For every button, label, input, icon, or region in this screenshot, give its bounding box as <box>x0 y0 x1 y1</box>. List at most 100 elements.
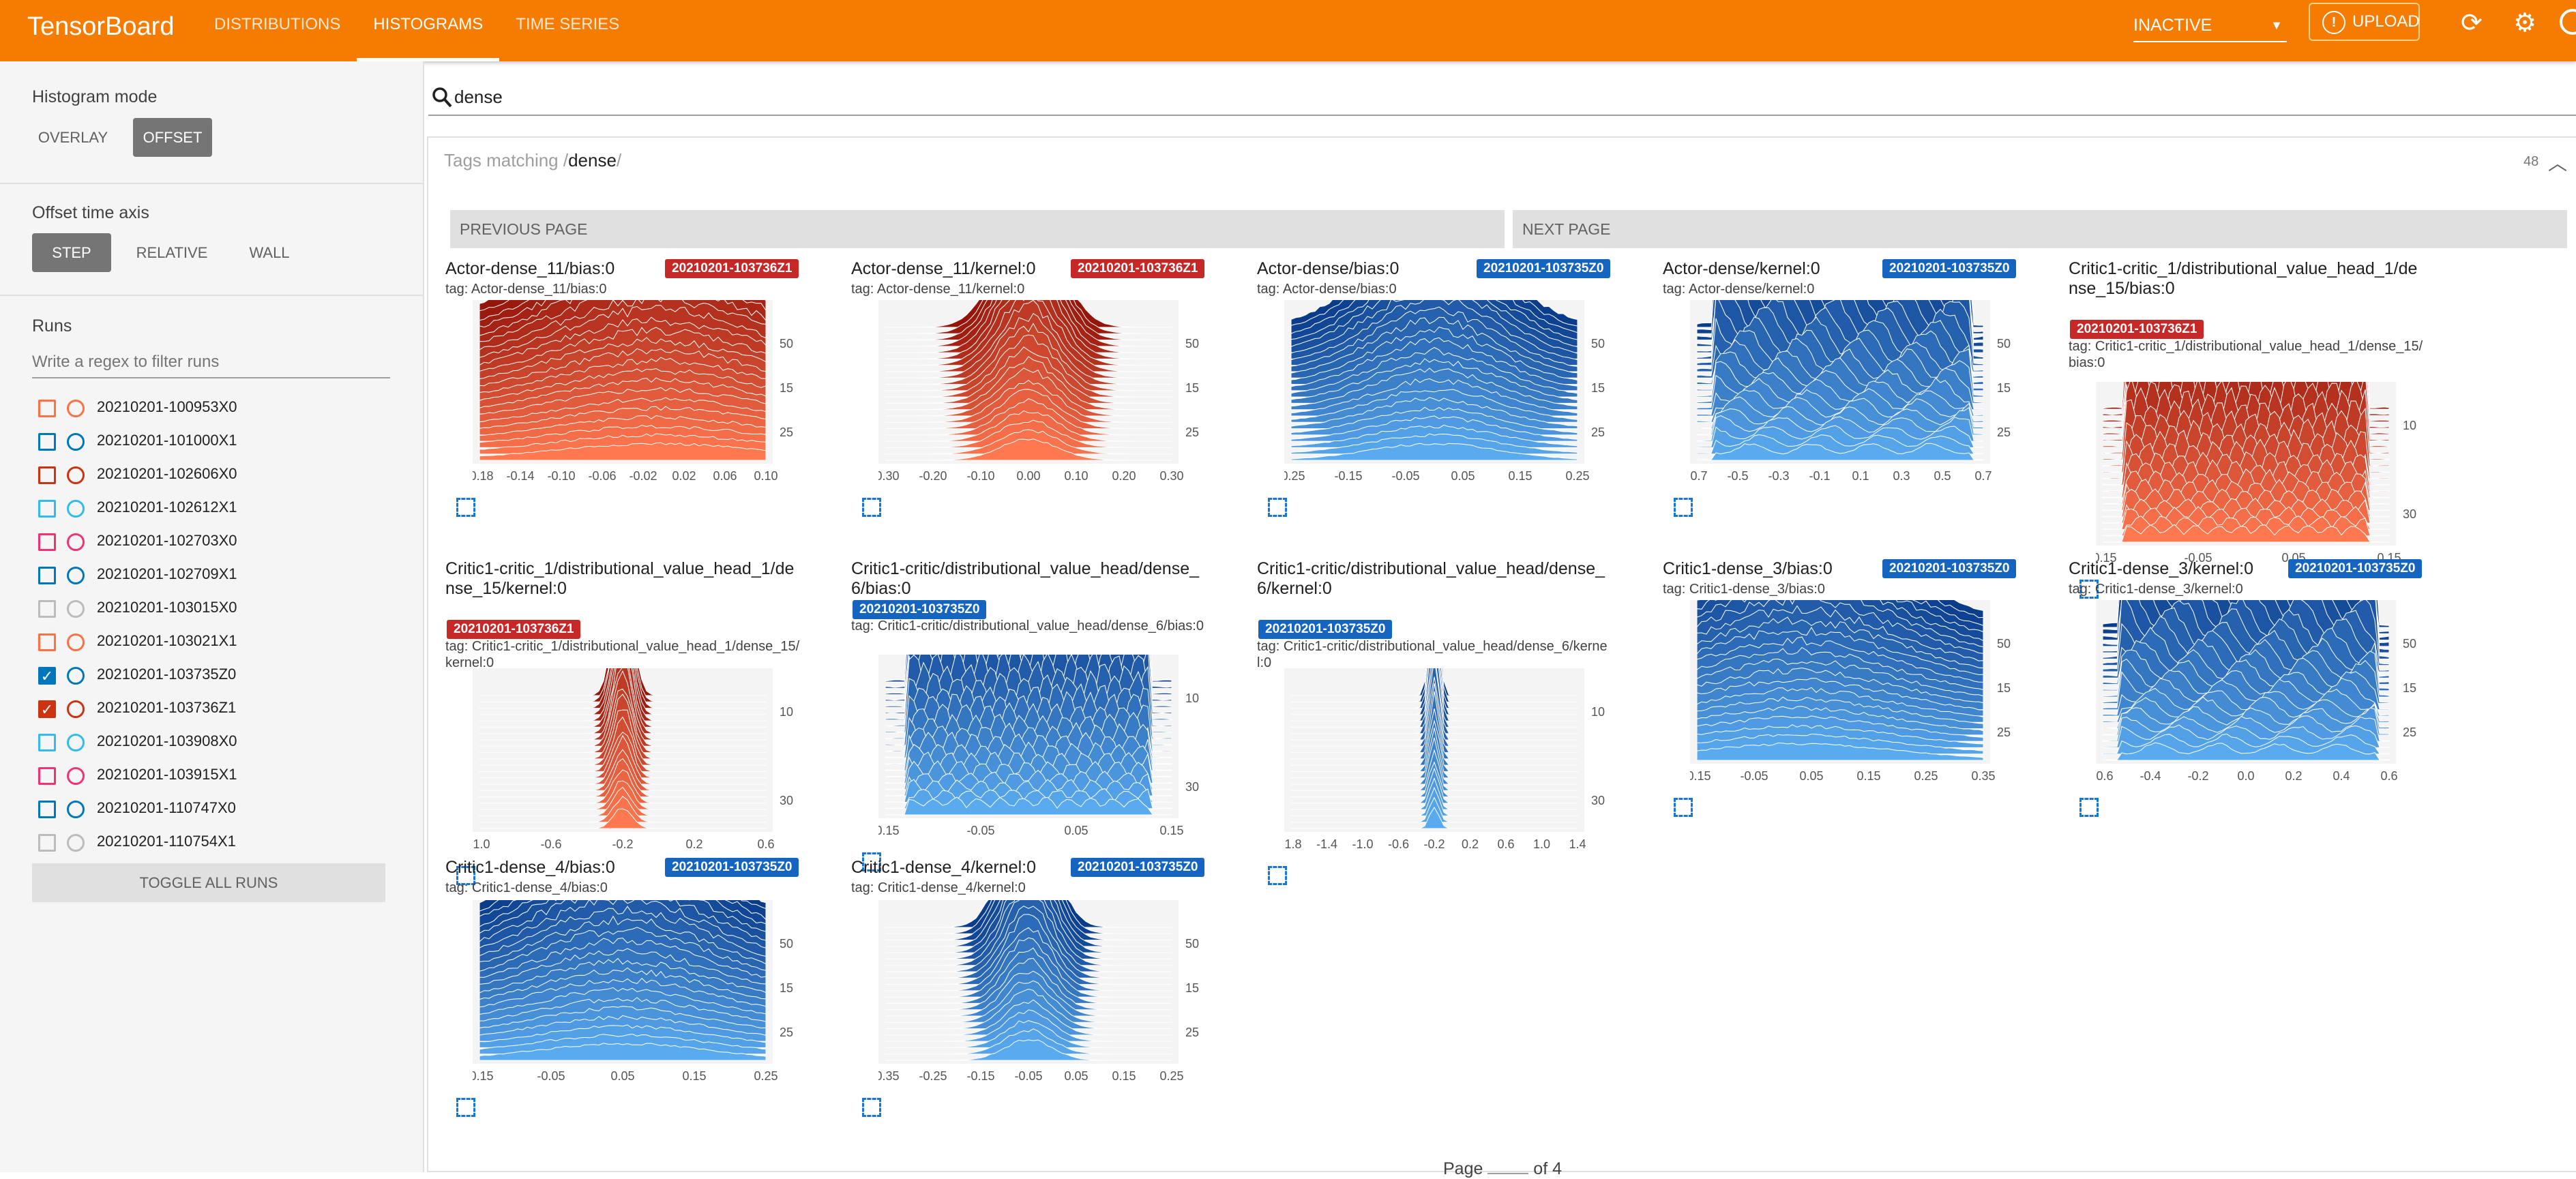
relative-button[interactable]: RELATIVE <box>136 244 208 261</box>
run-color-swatch[interactable] <box>67 801 85 818</box>
run-color-swatch[interactable] <box>67 633 85 651</box>
run-checkbox[interactable] <box>38 567 56 584</box>
tab-histograms[interactable]: HISTOGRAMS <box>357 0 500 61</box>
run-row[interactable]: 20210201-110747X0 <box>38 795 393 828</box>
inactive-plugins-dropdown[interactable]: INACTIVE ▼ <box>2133 10 2287 42</box>
run-checkbox[interactable] <box>38 801 56 818</box>
histogram-plot[interactable]: -0.25 -0.15 -0.05 0.05 0.15 0.25 500 1500 2500 <box>1284 300 1605 498</box>
run-row[interactable]: 20210201-103915X1 <box>38 762 393 794</box>
next-page-button[interactable]: NEXT PAGE <box>1513 210 2567 248</box>
previous-page-button[interactable]: PREVIOUS PAGE <box>450 210 1505 248</box>
histogram-plot[interactable]: -0.15-0.050.050.1510003000 <box>2096 382 2416 580</box>
run-checkbox[interactable] <box>38 767 56 785</box>
overlay-button[interactable]: OVERLAY <box>38 129 108 146</box>
histogram-plot[interactable]: -1.8 -1.4 -1.0 -0.6 -0.2 0.2 0.6 1.0 1.4 1000 3000 <box>1284 668 1605 866</box>
run-checkbox[interactable] <box>38 633 56 651</box>
histogram-plot[interactable]: -0.35 -0.25 -0.15 -0.05 0.05 0.15 0.25 500 1500 2… <box>878 900 1199 1098</box>
run-color-swatch[interactable] <box>67 767 85 785</box>
run-checkbox[interactable] <box>38 600 56 618</box>
run-row[interactable]: ✓ 20210201-103735Z0 <box>38 661 393 694</box>
run-checkbox[interactable] <box>38 834 56 852</box>
help-icon[interactable] <box>2559 8 2576 41</box>
toggle-all-runs-button[interactable]: TOGGLE ALL RUNS <box>32 863 385 902</box>
run-row[interactable]: 20210201-102612X1 <box>38 494 393 527</box>
y-tick-label: 1500 <box>1185 381 1199 395</box>
run-checkbox[interactable] <box>38 533 56 551</box>
tag-search-input[interactable]: dense <box>428 82 2576 116</box>
page-number-input[interactable] <box>1487 1173 1529 1174</box>
histogram-slice <box>2102 742 2390 761</box>
run-row[interactable]: 20210201-102606X0 <box>38 461 393 494</box>
histogram-plot[interactable]: -0.6 -0.4 -0.2 0.0 0.2 0.4 0.6 500 1500 2500 <box>2096 600 2416 798</box>
histogram-card: Critic1-critic_1/distributional_value_he… <box>2069 259 2451 599</box>
upload-button[interactable]: ! UPLOAD <box>2309 3 2420 41</box>
tab-distributions[interactable]: DISTRIBUTIONS <box>214 15 341 33</box>
run-color-swatch[interactable] <box>67 600 85 618</box>
expand-icon[interactable] <box>2079 580 2099 599</box>
run-row[interactable]: 20210201-103908X0 <box>38 728 393 761</box>
step-button[interactable]: STEP <box>32 233 111 272</box>
run-checkbox[interactable] <box>38 433 56 451</box>
expand-icon[interactable] <box>862 852 881 871</box>
expand-icon[interactable] <box>862 1098 881 1117</box>
expand-icon[interactable] <box>456 1098 475 1117</box>
run-row[interactable]: 20210201-103021X1 <box>38 628 393 661</box>
expand-icon[interactable] <box>1674 498 1693 517</box>
run-color-swatch[interactable] <box>67 466 85 484</box>
run-row[interactable]: 20210201-103015X0 <box>38 595 393 627</box>
offset-button[interactable]: OFFSET <box>133 118 212 157</box>
run-color-swatch[interactable] <box>67 400 85 417</box>
run-row[interactable]: ✓ 20210201-103736Z1 <box>38 695 393 728</box>
run-color-swatch[interactable] <box>67 734 85 751</box>
run-row[interactable]: 20210201-101000X1 <box>38 428 393 460</box>
histogram-slice <box>479 442 767 461</box>
y-tick-label: 2500 <box>1185 426 1199 439</box>
wall-button[interactable]: WALL <box>249 244 290 261</box>
histogram-slice <box>2102 733 2390 755</box>
run-checkbox[interactable] <box>38 400 56 417</box>
x-tick-label: 0.15 <box>1856 769 1880 783</box>
run-checkbox[interactable] <box>38 734 56 751</box>
refresh-icon[interactable]: ⟳ <box>2461 9 2483 38</box>
expand-icon[interactable] <box>456 498 475 517</box>
run-label: 20210201-103908X0 <box>97 732 237 749</box>
histogram-plot[interactable]: -1.0 -0.6 -0.2 0.2 0.6 1000 3000 <box>473 668 793 866</box>
settings-icon[interactable]: ⚙ <box>2513 9 2537 38</box>
run-label: 20210201-110754X1 <box>97 833 236 850</box>
histogram-plot[interactable]: -0.30 -0.20 -0.10 0.00 0.10 0.20 0.30 500 1500 25… <box>878 300 1199 498</box>
run-filter-input[interactable]: Write a regex to filter runs <box>32 353 390 378</box>
chevron-up-icon[interactable]: ︿ <box>2548 153 2568 174</box>
dropdown-arrow-icon: ▼ <box>2270 18 2283 32</box>
histogram-plot[interactable]: -0.7 -0.5 -0.3 -0.1 0.1 0.3 0.5 0.7 500 1500 2500 <box>1690 300 2011 498</box>
run-checkbox[interactable]: ✓ <box>38 667 56 685</box>
expand-icon[interactable] <box>1268 498 1287 517</box>
run-row[interactable]: 20210201-102703X0 <box>38 528 393 561</box>
card-title: Critic1-critic/distributional_value_head… <box>851 559 1199 598</box>
expand-icon[interactable] <box>862 498 881 517</box>
expand-icon[interactable] <box>1268 866 1287 885</box>
run-checkbox[interactable] <box>38 500 56 518</box>
tags-matching-header[interactable]: Tags matching /dense/ <box>444 150 621 171</box>
histogram-plot[interactable]: -0.15 -0.05 0.05 0.15 0.25 0.35 500 1500 2500 <box>1690 600 2011 798</box>
x-tick-label: 0.35 <box>1971 769 1995 783</box>
run-label: 20210201-103735Z0 <box>97 666 237 683</box>
expand-icon[interactable] <box>456 866 475 885</box>
run-color-swatch[interactable] <box>67 500 85 518</box>
run-checkbox[interactable] <box>38 466 56 484</box>
run-row[interactable]: 20210201-110754X1 <box>38 829 393 861</box>
run-color-swatch[interactable] <box>67 567 85 584</box>
histogram-plot[interactable]: -0.18 -0.14 -0.10 -0.06 -0.02 0.02 0.06 0.10 500… <box>473 300 793 498</box>
run-color-swatch[interactable] <box>67 533 85 551</box>
run-row[interactable]: 20210201-100953X0 <box>38 394 393 427</box>
expand-icon[interactable] <box>2079 798 2099 817</box>
run-color-swatch[interactable] <box>67 834 85 852</box>
expand-icon[interactable] <box>1674 798 1693 817</box>
histogram-plot[interactable]: -0.15 -0.05 0.05 0.15 0.25 500 1500 2500 <box>473 900 793 1098</box>
run-row[interactable]: 20210201-102709X1 <box>38 561 393 594</box>
run-color-swatch[interactable] <box>67 700 85 718</box>
run-checkbox[interactable]: ✓ <box>38 700 56 718</box>
run-color-swatch[interactable] <box>67 667 85 685</box>
run-color-swatch[interactable] <box>67 433 85 451</box>
tab-time-series[interactable]: TIME SERIES <box>516 15 620 33</box>
histogram-plot[interactable]: -0.15-0.050.050.1510003000 <box>878 655 1199 852</box>
